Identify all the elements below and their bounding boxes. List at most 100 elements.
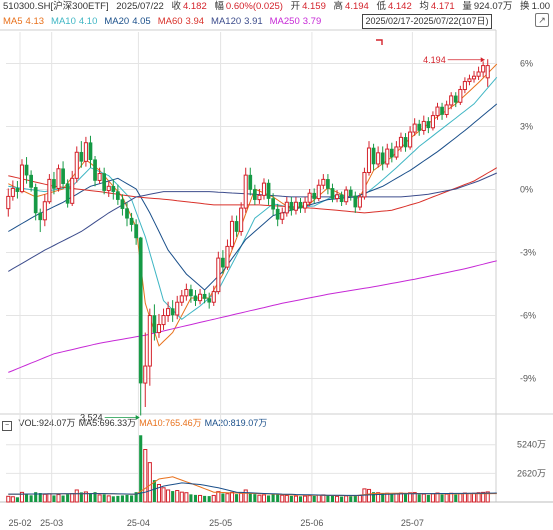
volume-bar (366, 488, 372, 503)
candle-body (33, 187, 38, 214)
candle-body (275, 208, 280, 220)
volume-bar (93, 492, 97, 502)
candle-body (462, 81, 467, 91)
volume-legend-item: MA10:765.46万 (139, 418, 202, 428)
candle-body (179, 295, 184, 303)
volume-bar (120, 495, 124, 502)
volume-bar (179, 491, 184, 503)
candle-body (408, 131, 413, 148)
arrow-icon[interactable]: ↗ (535, 13, 549, 27)
volume-bar (221, 493, 225, 502)
vol-label: 量 (462, 1, 472, 12)
volume-bar (147, 462, 152, 503)
candle-body (47, 178, 52, 203)
ma-label: MA20 (104, 16, 130, 27)
candle-body (257, 194, 262, 201)
candle-body (221, 257, 225, 268)
candle-body (440, 106, 444, 115)
candle-body (243, 174, 248, 209)
candle-body (353, 195, 358, 208)
ma-label: MA250 (269, 16, 300, 27)
candle-body (421, 120, 426, 131)
volume-bar (435, 492, 440, 503)
volume-legend-item: MA5:696.33万 (79, 418, 137, 428)
ma-value: 3.94 (185, 16, 205, 27)
candle-body (129, 217, 134, 225)
candle-body (252, 189, 257, 200)
volume-bar (189, 494, 193, 502)
date-axis-label: 25-07 (401, 518, 424, 528)
candle-body (120, 199, 125, 209)
candle-body (106, 185, 111, 192)
volume-bar (235, 494, 239, 502)
volume-bar (15, 497, 19, 502)
volume-bar (24, 493, 29, 502)
volume-bar (344, 495, 349, 503)
high-label: 高 (333, 1, 344, 12)
ma-value: 3.91 (244, 16, 263, 27)
candle-body (134, 224, 138, 239)
volume-bar (116, 495, 120, 502)
candle-body (24, 164, 29, 176)
candle-body (284, 201, 289, 214)
candle-body (184, 288, 189, 297)
volume-bar (458, 493, 463, 503)
volume-bar (253, 494, 257, 502)
candle-body (458, 89, 463, 103)
ma-label: MA60 (157, 16, 183, 27)
candle-body (389, 148, 394, 158)
volume-bar (211, 494, 216, 503)
candle-body (417, 123, 422, 131)
high-arrow-icon (480, 57, 485, 63)
date-axis-label: 25-02 (8, 518, 31, 528)
candle-body (271, 198, 275, 210)
volume-bar (462, 492, 467, 503)
candle-body (56, 168, 61, 189)
volume-bar (42, 493, 47, 503)
candle-body (147, 315, 152, 367)
low-value: 4.142 (387, 1, 412, 12)
date-range-box[interactable]: 2025/02/17-2025/07/22(107日) (362, 14, 492, 29)
date-axis-label: 25-04 (127, 518, 150, 528)
candle-body (216, 257, 221, 293)
volume-bar (184, 492, 189, 503)
candle-body (38, 212, 43, 221)
volume-bar (412, 492, 417, 503)
candle-body (371, 147, 376, 165)
vol-legend-value: 696.33万 (99, 418, 137, 428)
ma-line-ma20 (8, 103, 498, 291)
candle-body (170, 308, 175, 316)
vol-legend-label: MA5: (78, 418, 100, 428)
collapse-icon[interactable]: − (2, 421, 12, 431)
ma-legend-ma60: MA60 3.94 (158, 16, 204, 27)
candle-body (403, 137, 408, 148)
quote-date: 2025/07/22 (116, 1, 164, 12)
volume-bar (334, 495, 340, 503)
volume-bar (171, 491, 175, 502)
candle-body (175, 301, 180, 316)
candle-body (198, 293, 203, 302)
volume-bar (440, 494, 444, 502)
volume-bar (19, 491, 25, 503)
candle-body (19, 164, 25, 193)
volume-bar (97, 494, 102, 503)
date-axis-label: 25-06 (300, 518, 323, 528)
volume-bar (390, 493, 394, 502)
candle-body (29, 174, 33, 188)
candle-body (116, 191, 120, 200)
volume-bar (471, 492, 477, 503)
candle-body (298, 201, 303, 209)
candle-body (449, 95, 454, 106)
volume-bar (52, 495, 56, 502)
candle-body (15, 188, 20, 192)
volume-bar (198, 494, 203, 503)
candle-body (307, 192, 312, 203)
candle-body (467, 78, 472, 83)
candle-body (239, 207, 244, 233)
avg-label: 均 (419, 1, 429, 12)
candle-body (316, 184, 321, 200)
open-value: 4.159 (302, 1, 326, 12)
range-marker-icon (376, 39, 383, 45)
volume-bar (175, 490, 180, 503)
